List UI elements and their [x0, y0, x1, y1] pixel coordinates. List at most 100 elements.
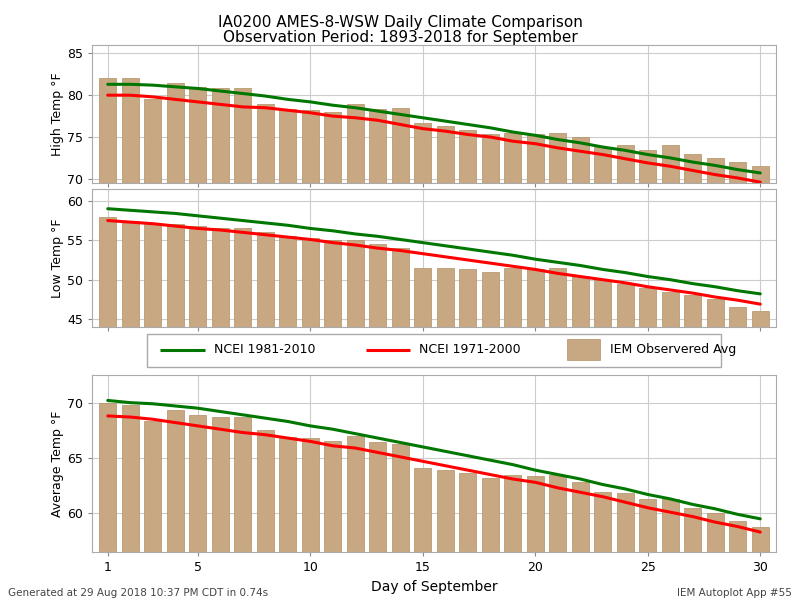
Bar — [190, 226, 206, 327]
Bar — [347, 240, 364, 327]
Bar — [144, 421, 161, 552]
Bar — [414, 123, 431, 183]
Text: NCEI 1971-2000: NCEI 1971-2000 — [419, 343, 521, 356]
Bar — [707, 158, 724, 183]
Bar — [730, 521, 746, 552]
Bar — [279, 437, 296, 552]
Bar — [684, 154, 701, 183]
Bar — [504, 268, 521, 327]
Bar — [617, 284, 634, 327]
Bar — [504, 133, 521, 183]
Bar — [550, 268, 566, 327]
Bar — [684, 508, 701, 552]
Y-axis label: High Temp °F: High Temp °F — [51, 72, 64, 156]
Bar — [639, 287, 656, 327]
Bar — [567, 339, 600, 360]
Bar — [414, 268, 431, 327]
Bar — [752, 311, 769, 327]
Bar — [459, 473, 476, 552]
Y-axis label: Low Temp °F: Low Temp °F — [51, 218, 64, 298]
Text: Observation Period: 1893-2018 for September: Observation Period: 1893-2018 for Septem… — [222, 30, 578, 45]
Bar — [414, 468, 431, 552]
Bar — [144, 100, 161, 183]
Bar — [122, 221, 138, 327]
Bar — [662, 292, 678, 327]
Bar — [144, 224, 161, 327]
Bar — [392, 108, 409, 183]
Bar — [684, 295, 701, 327]
Bar — [437, 268, 454, 327]
Bar — [459, 130, 476, 183]
Bar — [257, 104, 274, 183]
Bar — [527, 134, 544, 183]
Bar — [167, 410, 184, 552]
FancyBboxPatch shape — [146, 334, 722, 367]
Bar — [234, 88, 251, 183]
Bar — [370, 244, 386, 327]
Bar — [482, 134, 498, 183]
Bar — [257, 232, 274, 327]
Text: IA0200 AMES-8-WSW Daily Climate Comparison: IA0200 AMES-8-WSW Daily Climate Comparis… — [218, 15, 582, 30]
Bar — [730, 307, 746, 327]
Bar — [482, 272, 498, 327]
Bar — [190, 87, 206, 183]
Bar — [550, 133, 566, 183]
Bar — [639, 149, 656, 183]
Bar — [437, 126, 454, 183]
Text: NCEI 1981-2010: NCEI 1981-2010 — [214, 343, 315, 356]
Bar — [122, 79, 138, 183]
Bar — [392, 443, 409, 552]
Bar — [234, 229, 251, 327]
Bar — [234, 417, 251, 552]
Bar — [212, 88, 229, 183]
Bar — [459, 269, 476, 327]
Bar — [212, 417, 229, 552]
Bar — [730, 162, 746, 183]
Bar — [167, 224, 184, 327]
Bar — [707, 513, 724, 552]
Bar — [617, 145, 634, 183]
Bar — [594, 280, 611, 327]
Text: Generated at 29 Aug 2018 10:37 PM CDT in 0.74s: Generated at 29 Aug 2018 10:37 PM CDT in… — [8, 588, 268, 598]
Bar — [99, 217, 116, 327]
Bar — [392, 248, 409, 327]
Bar — [190, 415, 206, 552]
Bar — [662, 499, 678, 552]
Bar — [504, 475, 521, 552]
Bar — [572, 276, 589, 327]
Bar — [370, 109, 386, 183]
Bar — [752, 527, 769, 552]
Bar — [302, 110, 318, 183]
Bar — [662, 145, 678, 183]
Bar — [212, 229, 229, 327]
Bar — [324, 112, 341, 183]
Bar — [122, 405, 138, 552]
Y-axis label: Average Temp °F: Average Temp °F — [51, 410, 64, 517]
Bar — [347, 436, 364, 552]
Bar — [617, 493, 634, 552]
Bar — [639, 499, 656, 552]
Bar — [527, 476, 544, 552]
Bar — [572, 137, 589, 183]
Bar — [99, 403, 116, 552]
Bar — [167, 83, 184, 183]
Text: IEM Observered Avg: IEM Observered Avg — [610, 343, 736, 356]
Bar — [527, 269, 544, 327]
Bar — [437, 470, 454, 552]
Bar — [324, 240, 341, 327]
Bar — [347, 104, 364, 183]
Bar — [99, 79, 116, 183]
Bar — [302, 238, 318, 327]
Bar — [752, 166, 769, 183]
Bar — [594, 492, 611, 552]
Bar — [257, 430, 274, 552]
Bar — [482, 478, 498, 552]
Text: IEM Autoplot App #55: IEM Autoplot App #55 — [677, 588, 792, 598]
Bar — [370, 442, 386, 552]
Bar — [324, 442, 341, 552]
Bar — [550, 475, 566, 552]
Bar — [279, 236, 296, 327]
Bar — [594, 147, 611, 183]
Bar — [572, 482, 589, 552]
Bar — [302, 438, 318, 552]
